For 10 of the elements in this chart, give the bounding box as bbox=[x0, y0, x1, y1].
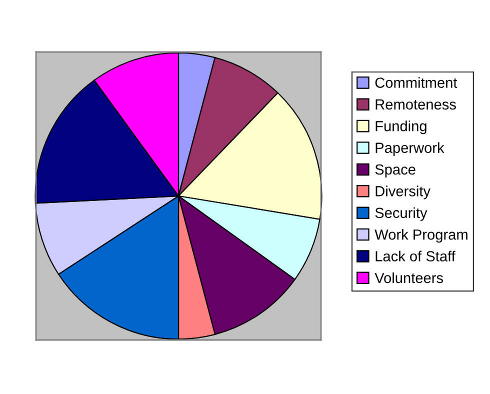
legend-label: Volunteers bbox=[374, 272, 443, 284]
legend-label: Security bbox=[375, 207, 428, 221]
legend-label: Space bbox=[375, 164, 416, 178]
legend-label: Commitment bbox=[375, 77, 458, 88]
legend-label: Diversity bbox=[376, 186, 430, 200]
legend-label: Work Program bbox=[374, 229, 468, 243]
legend-label: Paperwork bbox=[376, 142, 444, 156]
legend-label: Lack of Staff bbox=[376, 250, 456, 262]
legend-label: Funding bbox=[376, 120, 426, 134]
legend-label: Remoteness bbox=[376, 99, 456, 110]
